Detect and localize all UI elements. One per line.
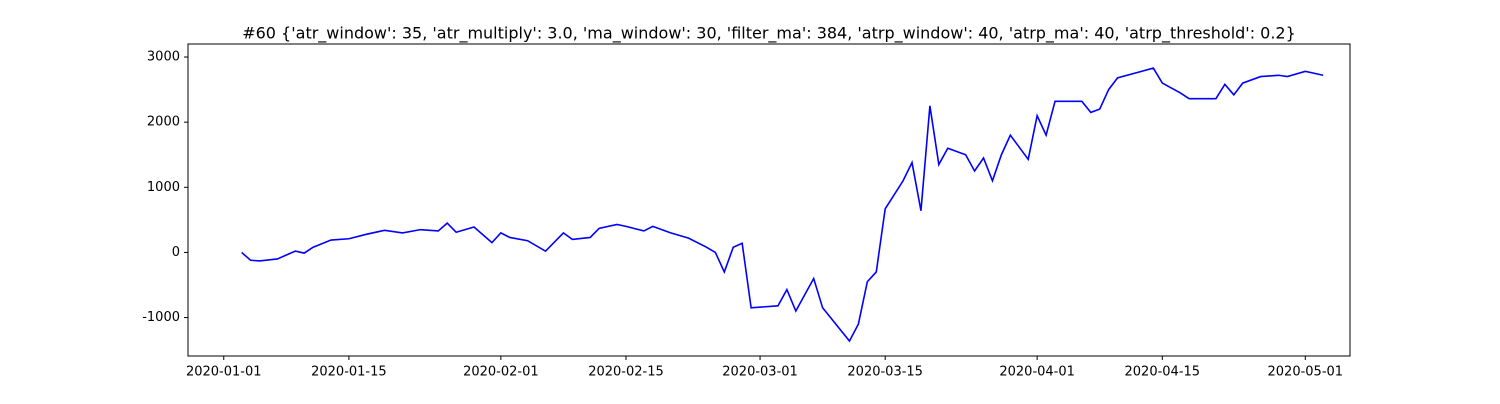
x-tick-label: 2020-03-15 [847, 365, 923, 380]
x-tick-label: 2020-05-01 [1268, 365, 1344, 380]
y-tick-label: 2000 [147, 115, 180, 130]
x-tick-label: 2020-02-15 [588, 365, 664, 380]
x-tick-label: 2020-04-15 [1125, 365, 1201, 380]
x-tick-label: 2020-01-01 [186, 365, 262, 380]
x-tick-label: 2020-04-01 [999, 365, 1075, 380]
x-tick-label: 2020-03-01 [722, 365, 798, 380]
y-tick-label: 3000 [147, 50, 180, 65]
x-tick-label: 2020-01-15 [311, 365, 387, 380]
chart-title: #60 {'atr_window': 35, 'atr_multiply': 3… [242, 24, 1296, 44]
line [241, 67, 1324, 343]
x-tick-label: 2020-02-01 [463, 365, 539, 380]
y-tick-label: -1000 [142, 310, 180, 325]
y-tick-label: 0 [172, 245, 180, 260]
y-tick-label: 1000 [147, 180, 180, 195]
plot-frame [187, 43, 1351, 357]
